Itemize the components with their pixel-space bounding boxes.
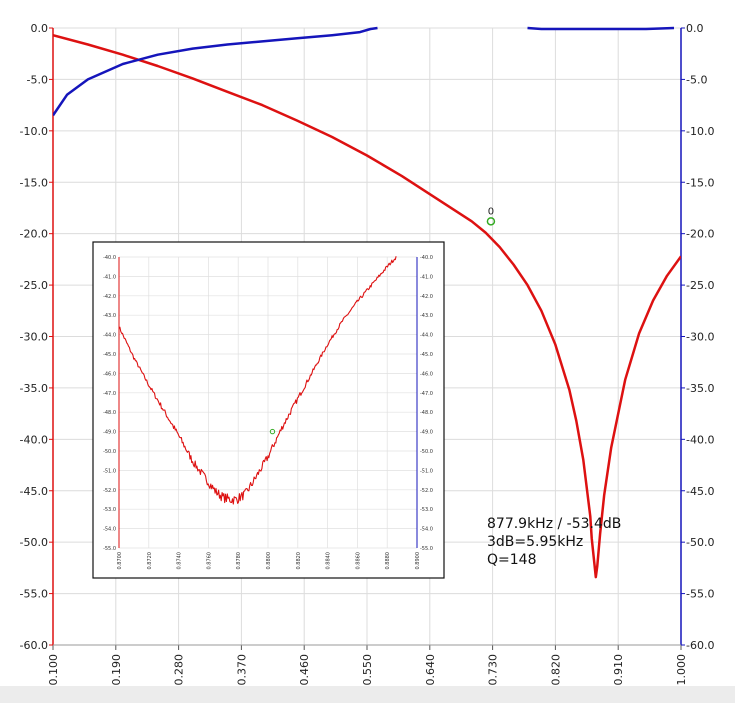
inset-x-tick-label: 0.8880 bbox=[385, 552, 391, 570]
y-left-tick-label: -50.0 bbox=[20, 536, 48, 549]
inset-y-left-tick-label: -40.0 bbox=[103, 255, 116, 261]
inset-y-left-tick-label: -55.0 bbox=[103, 546, 116, 552]
inset-y-left-tick-label: -46.0 bbox=[103, 371, 116, 377]
y-right-tick-label: -25.0 bbox=[686, 279, 714, 292]
y-left-tick-label: -20.0 bbox=[20, 228, 48, 241]
y-right-tick-label: -30.0 bbox=[686, 331, 714, 344]
inset-x-tick-label: 0.8740 bbox=[177, 552, 183, 570]
x-tick-label: 0.100 bbox=[47, 654, 60, 686]
inset-y-right-tick-label: -40.0 bbox=[420, 255, 433, 261]
inset-x-tick-label: 0.8900 bbox=[415, 552, 421, 570]
inset-series-line bbox=[118, 256, 397, 505]
x-tick-label: 0.550 bbox=[361, 654, 374, 686]
inset-x-tick-label: 0.8860 bbox=[355, 552, 361, 570]
inset-y-right-tick-label: -49.0 bbox=[420, 430, 433, 436]
inset-y-right-tick-label: -47.0 bbox=[420, 391, 433, 397]
inset-plot: 0.8700 0.8720 0.8740 0.8760 0.8780 0.8800 0.88… bbox=[92, 241, 445, 579]
inset-y-left-tick-label: -42.0 bbox=[103, 294, 116, 300]
x-tick-label: 0.460 bbox=[298, 654, 311, 686]
y-right-tick-label: -10.0 bbox=[686, 125, 714, 138]
y-right-tick-label: -20.0 bbox=[686, 228, 714, 241]
y-left-tick-label: -35.0 bbox=[20, 382, 48, 395]
bottom-status-strip bbox=[0, 686, 735, 703]
inset-y-left-tick-label: -53.0 bbox=[103, 507, 116, 513]
y-left-tick-label: 0.0 bbox=[31, 22, 49, 35]
inset-x-tick-label: 0.8840 bbox=[326, 552, 332, 570]
inset-x-tick-label: 0.8820 bbox=[296, 552, 302, 570]
inset-y-left-tick-label: -43.0 bbox=[103, 313, 116, 319]
inset-y-right-tick-label: -52.0 bbox=[420, 488, 433, 494]
x-tick-label: 0.370 bbox=[235, 654, 248, 686]
x-tick-label: 0.910 bbox=[612, 654, 625, 686]
y-right-tick-label: 0.0 bbox=[686, 22, 704, 35]
inset-y-left-tick-label: -41.0 bbox=[103, 274, 116, 280]
readout-line: Q=148 bbox=[487, 552, 536, 568]
inset-x-tick-label: 0.8800 bbox=[266, 552, 272, 570]
x-tick-label: 0.730 bbox=[487, 654, 500, 686]
inset-x-tick-label: 0.8720 bbox=[147, 552, 153, 570]
x-tick-label: 1.000 bbox=[675, 654, 688, 686]
inset-y-right-tick-label: -53.0 bbox=[420, 507, 433, 513]
y-right-tick-label: -40.0 bbox=[686, 433, 714, 446]
inset-y-right-tick-label: -46.0 bbox=[420, 371, 433, 377]
inset-y-left-tick-label: -47.0 bbox=[103, 391, 116, 397]
inset-marker-point bbox=[269, 428, 276, 435]
inset-frame bbox=[92, 241, 445, 579]
inset-y-left-tick-label: -44.0 bbox=[103, 333, 116, 339]
y-left-tick-label: -60.0 bbox=[20, 639, 48, 652]
y-left-tick-label: -40.0 bbox=[20, 433, 48, 446]
y-left-tick-label: -55.0 bbox=[20, 588, 48, 601]
inset-y-right-tick-label: -55.0 bbox=[420, 546, 433, 552]
y-left-tick-label: -30.0 bbox=[20, 331, 48, 344]
inset-x-tick-label: 0.8760 bbox=[206, 552, 212, 570]
y-right-tick-label: -45.0 bbox=[686, 485, 714, 498]
inset-y-right-tick-label: -43.0 bbox=[420, 313, 433, 319]
inset-y-left-tick-label: -51.0 bbox=[103, 468, 116, 474]
readout-annotation: 877.9kHz / -53.4dB 3dB=5.95kHz Q=148 bbox=[487, 516, 621, 568]
marker-point bbox=[486, 217, 496, 226]
inset-y-right-tick-label: -45.0 bbox=[420, 352, 433, 358]
series-line bbox=[53, 26, 378, 117]
inset-y-left-tick-label: -54.0 bbox=[103, 527, 116, 533]
inset-x-tick-label: 0.8700 bbox=[117, 552, 123, 570]
y-right-tick-label: -35.0 bbox=[686, 382, 714, 395]
y-right-tick-label: -60.0 bbox=[686, 639, 714, 652]
x-tick-label: 0.820 bbox=[549, 654, 562, 686]
inset-y-left-tick-label: -49.0 bbox=[103, 430, 116, 436]
series-line bbox=[53, 33, 681, 579]
inset-x-tick-label: 0.8780 bbox=[236, 552, 242, 570]
inset-y-right-tick-label: -42.0 bbox=[420, 294, 433, 300]
series-line bbox=[527, 26, 675, 31]
y-left-tick-label: -15.0 bbox=[20, 176, 48, 189]
inset-y-left-tick-label: -45.0 bbox=[103, 352, 116, 358]
inset-y-right-tick-label: -44.0 bbox=[420, 333, 433, 339]
y-left-tick-label: -25.0 bbox=[20, 279, 48, 292]
x-tick-label: 0.190 bbox=[110, 654, 123, 686]
x-tick-label: 0.640 bbox=[424, 654, 437, 686]
inset-y-right-tick-label: -50.0 bbox=[420, 449, 433, 455]
y-right-tick-label: -50.0 bbox=[686, 536, 714, 549]
marker-label: 0 bbox=[488, 206, 494, 217]
y-left-tick-label: -5.0 bbox=[27, 73, 48, 86]
y-right-tick-label: -5.0 bbox=[686, 73, 707, 86]
y-left-tick-label: -45.0 bbox=[20, 485, 48, 498]
readout-line: 3dB=5.95kHz bbox=[487, 534, 583, 550]
y-right-tick-label: -55.0 bbox=[686, 588, 714, 601]
inset-y-left-tick-label: -52.0 bbox=[103, 488, 116, 494]
inset-y-right-tick-label: -48.0 bbox=[420, 410, 433, 416]
y-left-tick-label: -10.0 bbox=[20, 125, 48, 138]
inset-y-right-tick-label: -41.0 bbox=[420, 274, 433, 280]
inset-y-right-tick-label: -54.0 bbox=[420, 527, 433, 533]
readout-line: 877.9kHz / -53.4dB bbox=[487, 516, 621, 532]
inset-y-left-tick-label: -48.0 bbox=[103, 410, 116, 416]
x-tick-label: 0.280 bbox=[173, 654, 186, 686]
inset-y-left-tick-label: -50.0 bbox=[103, 449, 116, 455]
inset-y-right-tick-label: -51.0 bbox=[420, 468, 433, 474]
y-right-tick-label: -15.0 bbox=[686, 176, 714, 189]
